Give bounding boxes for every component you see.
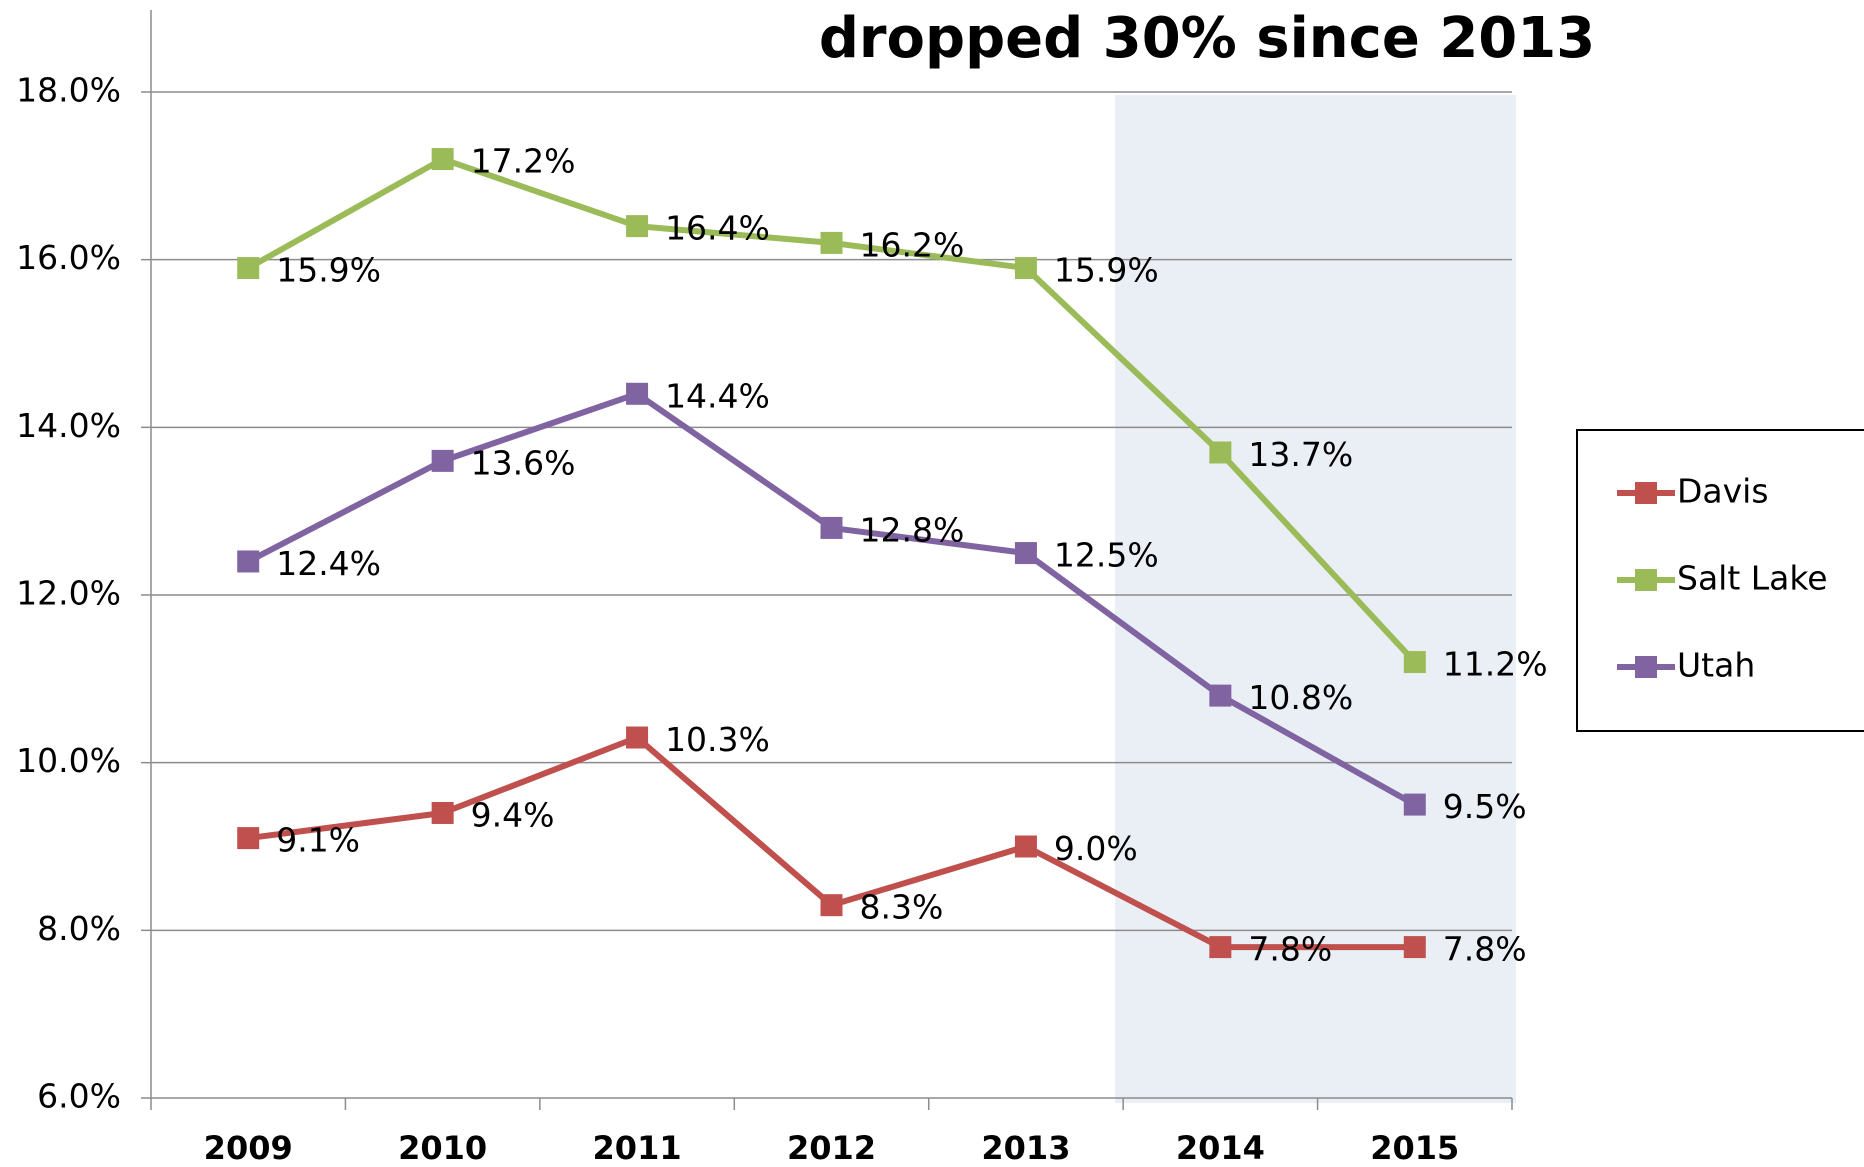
point-marker xyxy=(626,382,649,405)
data-label: 16.4% xyxy=(665,209,770,248)
x-tick-label: 2011 xyxy=(593,1129,682,1167)
point-marker xyxy=(626,215,649,238)
data-label: 9.0% xyxy=(1054,829,1138,868)
point-marker xyxy=(431,449,454,472)
legend-marker xyxy=(1635,569,1657,591)
data-label: 9.1% xyxy=(276,821,360,860)
point-marker xyxy=(431,801,454,824)
point-marker xyxy=(1403,651,1426,674)
data-label: 15.9% xyxy=(1054,251,1159,290)
y-tick-label: 18.0% xyxy=(16,71,121,110)
data-label: 10.8% xyxy=(1248,678,1353,717)
data-label: 9.4% xyxy=(471,795,555,834)
y-tick-label: 14.0% xyxy=(16,406,121,445)
data-label: 12.5% xyxy=(1054,536,1159,575)
chart-title: dropped 30% since 2013 xyxy=(819,6,1595,71)
highlight-region xyxy=(1115,95,1516,1103)
data-label: 13.6% xyxy=(471,443,576,482)
point-marker xyxy=(1403,936,1426,959)
point-marker xyxy=(237,550,260,573)
x-tick-label: 2015 xyxy=(1370,1129,1459,1167)
data-label: 9.5% xyxy=(1443,787,1527,826)
point-marker xyxy=(1014,257,1037,280)
data-label: 16.2% xyxy=(860,225,965,264)
x-tick-label: 2010 xyxy=(398,1129,487,1167)
point-marker xyxy=(820,231,843,254)
point-marker xyxy=(237,257,260,280)
x-tick-label: 2012 xyxy=(787,1129,876,1167)
data-label: 17.2% xyxy=(471,142,576,181)
data-label: 15.9% xyxy=(276,251,381,290)
point-marker xyxy=(1209,441,1232,464)
point-marker xyxy=(1209,936,1232,959)
x-tick-label: 2013 xyxy=(981,1129,1070,1167)
point-marker xyxy=(1014,835,1037,858)
data-label: 14.4% xyxy=(665,376,770,415)
point-marker xyxy=(1403,793,1426,816)
point-marker xyxy=(626,726,649,749)
data-label: 7.8% xyxy=(1248,930,1332,969)
y-tick-label: 16.0% xyxy=(16,238,121,277)
y-tick-label: 12.0% xyxy=(16,574,121,613)
x-tick-label: 2009 xyxy=(204,1129,293,1167)
x-tick-label: 2014 xyxy=(1176,1129,1265,1167)
point-marker xyxy=(1209,684,1232,707)
legend-marker xyxy=(1635,482,1657,504)
data-label: 7.8% xyxy=(1443,930,1527,969)
data-label: 10.3% xyxy=(665,720,770,759)
point-marker xyxy=(820,516,843,539)
data-label: 11.2% xyxy=(1443,645,1548,684)
legend-label: Davis xyxy=(1677,472,1769,511)
data-label: 12.4% xyxy=(276,544,381,583)
point-marker xyxy=(431,148,454,171)
data-label: 13.7% xyxy=(1248,435,1353,474)
y-tick-label: 6.0% xyxy=(37,1077,121,1116)
data-label: 8.3% xyxy=(860,888,944,927)
legend-marker xyxy=(1635,656,1657,678)
y-tick-label: 10.0% xyxy=(16,741,121,780)
y-tick-label: 8.0% xyxy=(37,909,121,948)
point-marker xyxy=(820,894,843,917)
point-marker xyxy=(1014,542,1037,565)
point-marker xyxy=(237,827,260,850)
legend-label: Utah xyxy=(1677,646,1755,685)
legend-label: Salt Lake xyxy=(1677,559,1828,598)
data-label: 12.8% xyxy=(860,510,965,549)
